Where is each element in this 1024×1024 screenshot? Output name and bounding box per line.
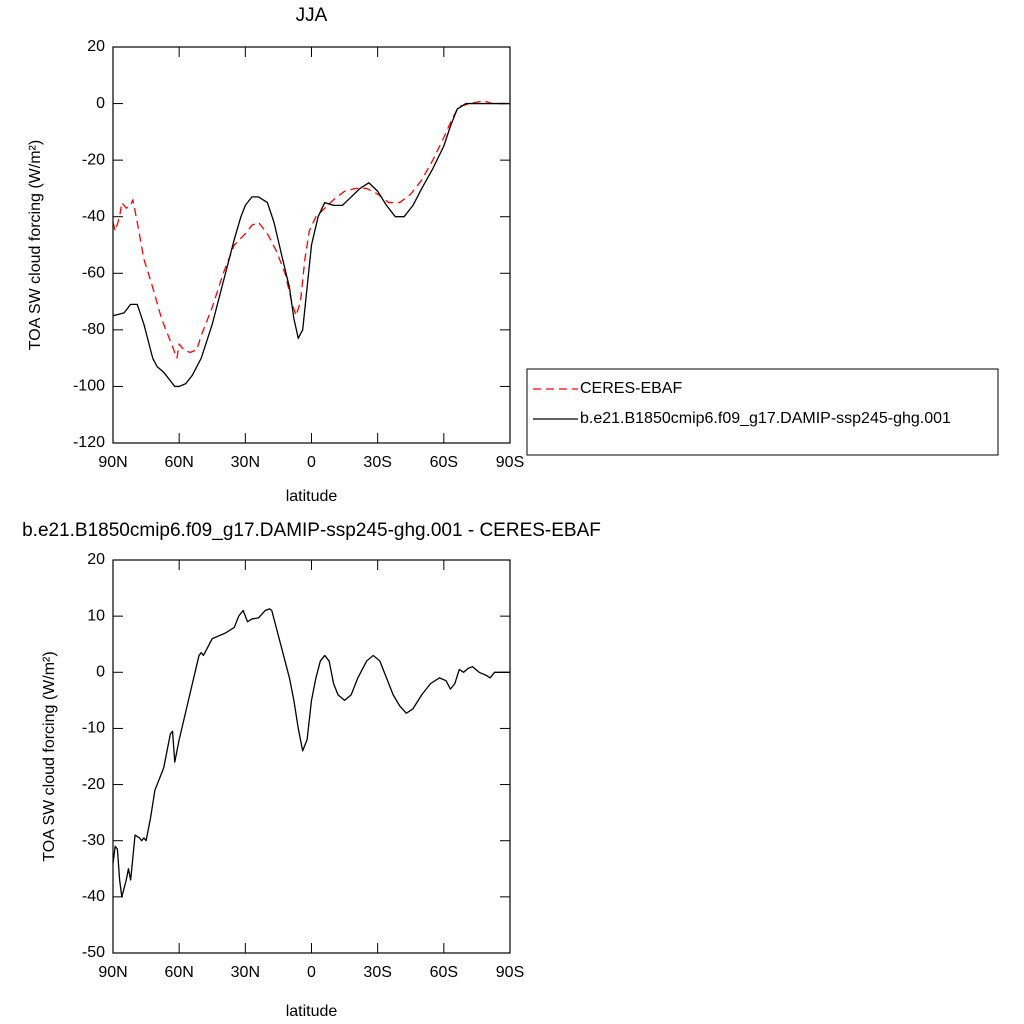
plot-frame <box>112 46 511 444</box>
data-line <box>112 102 510 388</box>
y-tick-label: -30 <box>82 832 105 849</box>
y-axis-label: TOA SW cloud forcing (W/m²) <box>41 651 58 861</box>
x-tick-label: 30N <box>231 454 260 471</box>
chart-title: b.e21.B1850cmip6.f09_g17.DAMIP-ssp245-gh… <box>22 520 601 541</box>
y-tick-label: -100 <box>73 378 105 395</box>
y-tick-label: -20 <box>82 151 105 168</box>
x-tick-label: 90N <box>98 454 127 471</box>
x-tick-label: 90S <box>496 454 524 471</box>
x-tick-label: 60S <box>430 454 458 471</box>
y-tick-label: 0 <box>96 95 105 112</box>
legend-box <box>526 368 999 456</box>
data-line <box>112 608 510 898</box>
legend-label: CERES-EBAF <box>580 380 682 397</box>
y-tick-label: -50 <box>82 944 105 961</box>
y-tick-label: -10 <box>82 720 105 737</box>
y-tick-label: -40 <box>82 888 105 905</box>
x-tick-label: 0 <box>307 964 316 981</box>
y-tick-label: -80 <box>82 321 105 338</box>
x-tick-label: 30N <box>231 964 260 981</box>
x-tick-label: 90S <box>496 964 524 981</box>
x-tick-label: 30S <box>363 454 391 471</box>
x-tick-label: 60S <box>430 964 458 981</box>
y-tick-label: -60 <box>82 265 105 282</box>
y-tick-label: 10 <box>87 607 105 624</box>
x-axis-label: latitude <box>286 1003 338 1020</box>
y-tick-label: -120 <box>73 434 105 451</box>
y-tick-label: -40 <box>82 208 105 225</box>
y-tick-label: 0 <box>96 664 105 681</box>
y-tick-label: 20 <box>87 38 105 55</box>
x-tick-label: 60N <box>164 964 193 981</box>
chart-title: JJA <box>296 5 328 26</box>
y-tick-label: -20 <box>82 776 105 793</box>
plot-frame <box>112 559 511 954</box>
data-line <box>112 100 510 359</box>
x-tick-label: 90N <box>98 964 127 981</box>
x-tick-label: 0 <box>307 454 316 471</box>
x-tick-label: 30S <box>363 964 391 981</box>
legend-label: b.e21.B1850cmip6.f09_g17.DAMIP-ssp245-gh… <box>580 410 951 427</box>
x-tick-label: 60N <box>164 454 193 471</box>
y-axis-label: TOA SW cloud forcing (W/m²) <box>27 140 44 350</box>
y-tick-label: 20 <box>87 551 105 568</box>
x-axis-label: latitude <box>286 488 338 505</box>
